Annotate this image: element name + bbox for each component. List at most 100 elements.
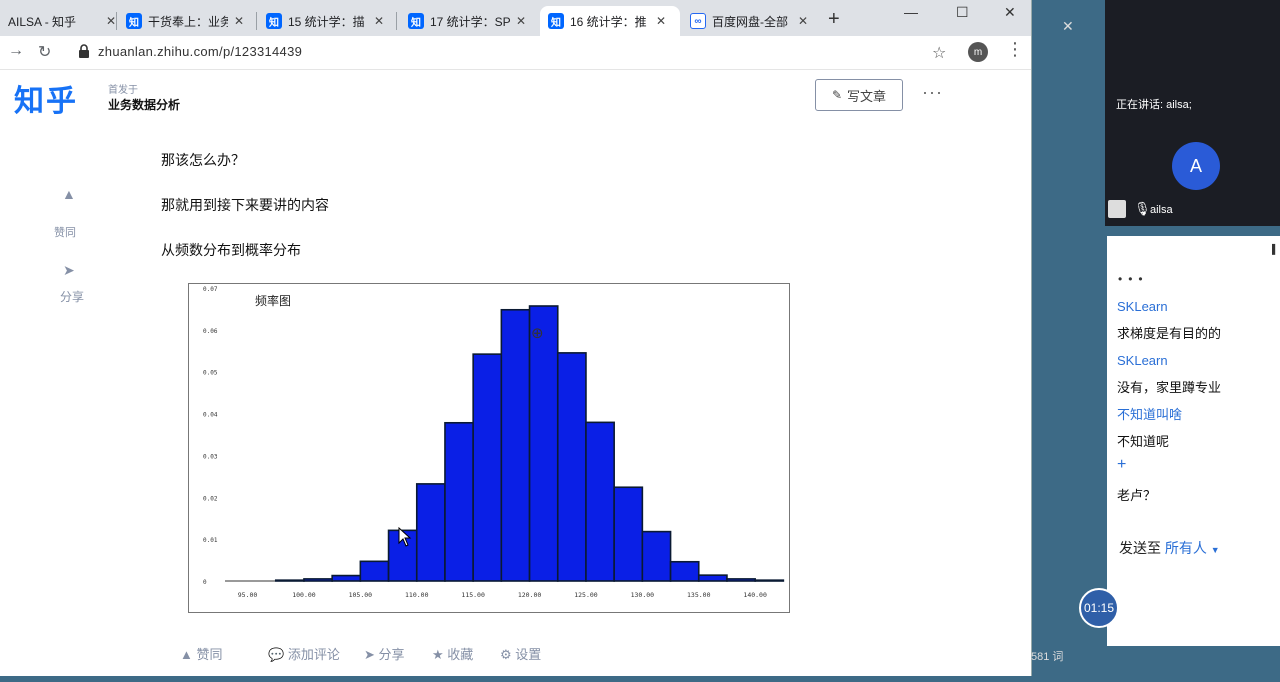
maximize-icon[interactable]: ☐ <box>956 4 969 20</box>
histogram-bar <box>415 483 446 582</box>
send-to-target: 所有人 <box>1164 540 1207 556</box>
histogram-bar <box>528 305 559 582</box>
chat-panel <box>1107 236 1280 646</box>
zhihu-icon: 知 <box>266 13 282 29</box>
speaker-avatar: A <box>1172 142 1220 190</box>
chat-sender: 不知道叫啥 <box>1117 407 1183 422</box>
column-first-published: 首发于 <box>108 85 138 96</box>
x-tick-label: 95.00 <box>238 591 258 599</box>
panel-close-icon[interactable]: ✕ <box>1062 18 1074 34</box>
x-tick-label: 130.00 <box>631 591 655 599</box>
tab-title: 17 统计学：SP <box>430 14 510 29</box>
write-article-button[interactable]: ✎ 写文章 <box>815 79 903 111</box>
speaking-indicator: 正在讲话: ailsa; <box>1116 99 1192 111</box>
upvote-mini-button[interactable]: ▲ 赞同 <box>180 647 223 662</box>
y-tick-label: 0.07 <box>203 286 218 293</box>
tab-title: 15 统计学：描 <box>288 14 365 29</box>
add-comment-button[interactable]: 💬 添加评论 <box>268 644 340 663</box>
histogram-bar <box>444 421 474 582</box>
side-share-label[interactable]: 分享 <box>60 290 85 304</box>
address-toolbar <box>0 36 1031 70</box>
tab-bar <box>0 0 1031 36</box>
microphone-icon[interactable]: 🎙 <box>1134 201 1151 216</box>
comment-icon: 💬 <box>268 647 285 662</box>
tab-5[interactable]: ∞ 百度网盘-全部 ✕ <box>682 6 816 36</box>
reload-icon[interactable]: ↻ <box>38 44 52 61</box>
close-window-icon[interactable]: ✕ <box>1004 4 1016 20</box>
histogram-bar <box>472 353 503 582</box>
x-tick-label: 125.00 <box>574 591 598 599</box>
histogram-bar <box>359 560 390 582</box>
share-icon[interactable]: ➤ <box>63 262 75 278</box>
close-icon[interactable]: ✕ <box>656 14 667 28</box>
paragraph: 那就用到接下来要讲的内容 <box>161 197 329 213</box>
histogram-bar <box>641 530 672 582</box>
browser-window: AILSA - 知乎 ✕ 知 干货奉上：业务 ✕ 知 15 统计学：描 ✕ 知 … <box>0 0 1032 676</box>
chat-sender: SKLearn <box>1117 353 1168 368</box>
paragraph: 那该怎么办？ <box>161 152 245 168</box>
histogram-bar <box>669 560 700 582</box>
frequency-histogram[interactable]: 0 0.01 0.02 0.03 0.04 0.05 0.06 0.07 95.00 100.00… <box>188 283 790 613</box>
chat-message: 求梯度是有目的的 <box>1117 326 1222 341</box>
y-tick-label: 0.04 <box>203 412 218 419</box>
profile-avatar[interactable]: m <box>968 42 988 62</box>
add-comment-label: 添加评论 <box>287 647 340 662</box>
zhihu-icon: 知 <box>408 13 424 29</box>
upvote-mini-label: 赞同 <box>196 647 223 662</box>
histogram-bar <box>274 579 305 582</box>
zoom-in-icon[interactable]: ⊕ <box>531 325 544 342</box>
close-icon[interactable]: ✕ <box>106 14 117 28</box>
chat-plus-icon[interactable]: + <box>1117 456 1127 473</box>
forward-icon[interactable]: → <box>8 42 24 59</box>
settings-button[interactable]: ⚙ 设置 <box>500 644 541 663</box>
column-name[interactable]: 业务数据分析 <box>108 98 181 112</box>
send-to-label: 发送至 <box>1119 540 1161 556</box>
tab-3[interactable]: 知 17 统计学：SP ✕ <box>400 6 534 36</box>
bookmark-star-icon[interactable]: ☆ <box>932 45 947 62</box>
histogram-bar <box>585 421 615 582</box>
chat-message: 没有，家里蹲专业 <box>1117 380 1222 395</box>
tab-4[interactable]: 知 16 统计学：推 ✕ <box>540 6 680 36</box>
y-tick-label: 0.01 <box>203 537 218 544</box>
minimize-icon[interactable]: — <box>904 4 918 20</box>
mouse-cursor-icon <box>398 527 412 547</box>
histogram-bar <box>331 574 362 582</box>
histogram-bar <box>303 578 333 582</box>
histogram-bar <box>500 308 531 582</box>
baidu-icon: ∞ <box>690 13 706 29</box>
address-bar[interactable]: zhuanlan.zhihu.com/p/123314439 <box>98 44 303 59</box>
share-button[interactable]: ➤ 分享 <box>364 644 405 663</box>
favorite-button[interactable]: ★ 收藏 <box>432 644 473 663</box>
x-tick-label: 135.00 <box>687 591 711 599</box>
y-tick-label: 0.06 <box>203 328 218 335</box>
more-icon[interactable]: ··· <box>922 82 943 102</box>
new-tab-button[interactable]: + <box>828 8 840 30</box>
upvote-icon[interactable]: ▲ <box>62 186 76 202</box>
paragraph: 从频数分布到概率分布 <box>161 242 301 258</box>
histogram-bar <box>697 574 728 582</box>
zhihu-icon: 知 <box>126 13 142 29</box>
y-tick-label: 0.05 <box>203 370 218 377</box>
participant-icon[interactable] <box>1108 200 1126 218</box>
tab-title: 16 统计学：推 <box>570 14 647 29</box>
upvote-label[interactable]: 赞同 <box>54 227 76 239</box>
close-icon[interactable]: ✕ <box>516 14 527 28</box>
close-icon[interactable]: ✕ <box>374 14 385 28</box>
histogram-svg: 0 0.01 0.02 0.03 0.04 0.05 0.06 0.07 95.00 100.00… <box>203 286 785 599</box>
tab-2[interactable]: 知 15 统计学：描 ✕ <box>258 6 392 36</box>
lock-icon <box>79 44 89 58</box>
x-tick-label: 110.00 <box>405 591 429 599</box>
close-icon[interactable]: ✕ <box>798 14 809 28</box>
close-icon[interactable]: ✕ <box>234 14 245 28</box>
browser-menu-icon[interactable]: ⋮ <box>1006 39 1024 59</box>
tab-0[interactable]: AILSA - 知乎 ✕ <box>0 6 124 36</box>
tab-1[interactable]: 知 干货奉上：业务 ✕ <box>118 6 252 36</box>
histogram-bar <box>754 579 785 582</box>
send-to-selector[interactable]: 发送至 所有人 ▼ <box>1119 538 1220 558</box>
chat-history-ellipsis: ••• <box>1118 272 1149 286</box>
meeting-timer[interactable]: 01:15 <box>1079 588 1119 628</box>
chat-message: 老卢？ <box>1117 488 1157 503</box>
word-count: 581 词 <box>1031 651 1064 663</box>
zhihu-logo[interactable]: 知乎 <box>14 84 78 119</box>
chat-message: 不知道呢 <box>1117 434 1170 449</box>
